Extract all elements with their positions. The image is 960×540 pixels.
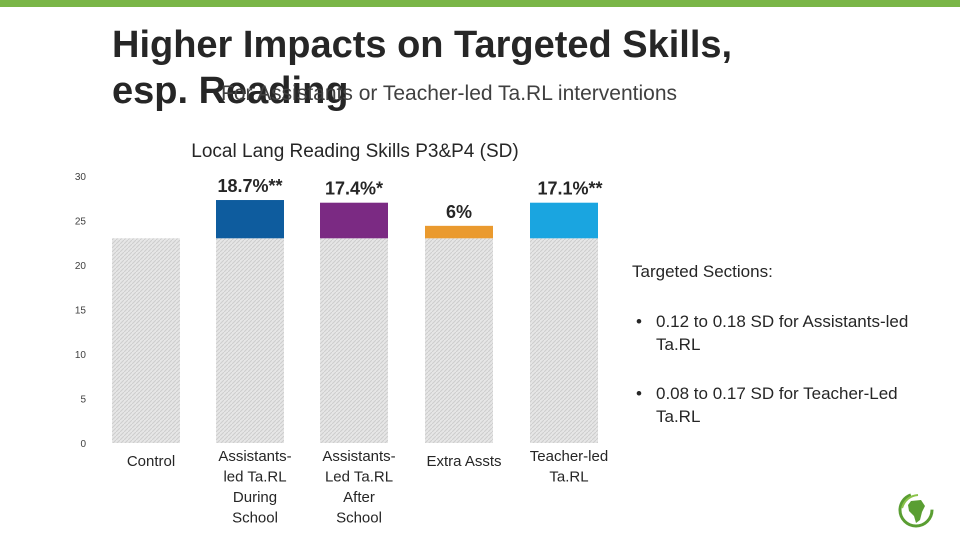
bar-impact bbox=[425, 225, 493, 239]
slide-subtitle: For Assistants or Teacher-led Ta.RL inte… bbox=[221, 82, 678, 105]
y-tick-label: 10 bbox=[75, 350, 87, 361]
bullet-dot: • bbox=[636, 384, 642, 403]
bar-base bbox=[216, 238, 284, 443]
data-label: 17.1%** bbox=[537, 179, 602, 199]
x-tick-label: Assistants-Led Ta.RL After School bbox=[322, 448, 395, 527]
bullet-dot: • bbox=[636, 312, 642, 331]
y-tick-label: 15 bbox=[75, 306, 87, 317]
targeted-sections-heading: Targeted Sections: bbox=[632, 262, 773, 281]
data-label: 6% bbox=[446, 202, 472, 222]
top-accent-bar bbox=[0, 0, 960, 7]
title-line-1: Higher Impacts on Targeted Skills, bbox=[112, 24, 733, 66]
data-label: 18.7%** bbox=[217, 176, 282, 196]
x-tick-label: Assistants-led Ta.RL During School bbox=[218, 448, 291, 527]
bar-base bbox=[320, 238, 388, 443]
bar-impact bbox=[530, 202, 598, 239]
y-tick-label: 5 bbox=[80, 395, 86, 406]
bullet-item: • 0.12 to 0.18 SD for Assistants-led Ta.… bbox=[636, 310, 916, 356]
africa-globe-logo-icon bbox=[898, 492, 934, 528]
bar-base bbox=[425, 238, 493, 443]
y-tick-label: 25 bbox=[75, 217, 87, 228]
y-tick-label: 0 bbox=[80, 439, 86, 450]
chart-title: Local Lang Reading Skills P3&P4 (SD) bbox=[191, 141, 518, 162]
bullet-text: 0.08 to 0.17 SD for Teacher-Led Ta.RL bbox=[656, 384, 898, 426]
bullet-text: 0.12 to 0.18 SD for Assistants-led Ta.RL bbox=[656, 312, 909, 354]
y-tick-label: 30 bbox=[75, 172, 87, 183]
bar-impact bbox=[216, 200, 284, 239]
title-line-2: esp. Reading bbox=[112, 70, 349, 112]
data-label: 17.4%* bbox=[325, 179, 383, 199]
bullet-item: • 0.08 to 0.17 SD for Teacher-Led Ta.RL bbox=[636, 382, 916, 428]
x-tick-label: Control bbox=[127, 453, 175, 470]
x-tick-label: Teacher-led Ta.RL bbox=[530, 448, 608, 486]
x-tick-label: Extra Assts bbox=[426, 453, 501, 470]
slide-title: Higher Impacts on Targeted Skills, esp. … bbox=[112, 22, 732, 114]
bar-impact bbox=[320, 202, 388, 239]
bar-base bbox=[112, 238, 180, 443]
y-tick-label: 20 bbox=[75, 261, 87, 272]
bar-base bbox=[530, 238, 598, 443]
